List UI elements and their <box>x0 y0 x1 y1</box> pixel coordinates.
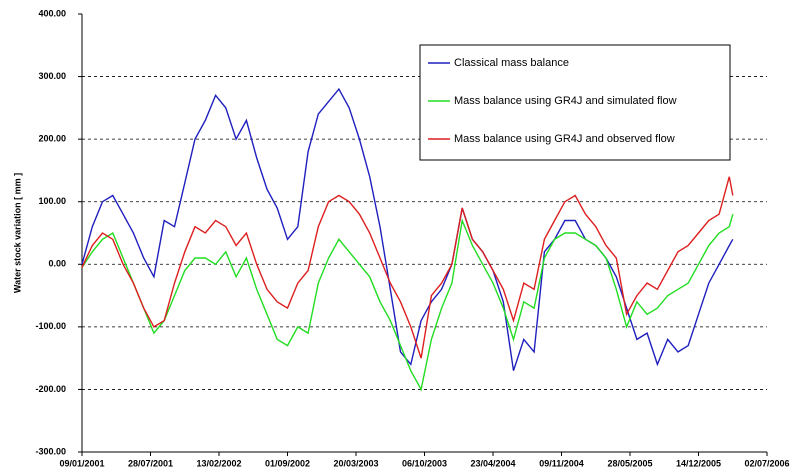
x-tick-label: 02/07/2006 <box>744 458 789 468</box>
legend-box <box>419 44 731 161</box>
x-tick-label: 01/09/2002 <box>265 458 310 468</box>
series-line <box>81 214 734 392</box>
legend-label: Classical mass balance <box>454 57 569 69</box>
y-tick-label: 0.00 <box>48 259 66 269</box>
x-tick-label: 13/02/2002 <box>196 458 241 468</box>
legend-label: Mass balance using GR4J and observed flo… <box>454 133 675 145</box>
x-tick-label: 06/10/2003 <box>402 458 447 468</box>
y-tick-label: 300.00 <box>38 71 66 81</box>
y-tick-label: 400.00 <box>38 8 66 18</box>
x-tick-label: 28/05/2005 <box>607 458 652 468</box>
x-tick-label: 23/04/2004 <box>470 458 515 468</box>
x-tick-label: 28/07/2001 <box>128 458 173 468</box>
y-axis-label: Water stock variation [ mm ] <box>12 173 22 293</box>
x-tick-label: 20/03/2003 <box>333 458 378 468</box>
y-tick-label: 200.00 <box>38 134 66 144</box>
x-tick-label: 14/12/2005 <box>676 458 721 468</box>
y-tick-label: -200.00 <box>35 384 66 394</box>
y-tick-label: -100.00 <box>35 321 66 331</box>
legend-label: Mass balance using GR4J and simulated fl… <box>454 95 677 107</box>
series-line <box>81 176 734 359</box>
x-tick-label: 09/01/2001 <box>59 458 104 468</box>
y-tick-label: 100.00 <box>38 196 66 206</box>
x-tick-label: 09/11/2004 <box>539 458 584 468</box>
y-tick-label: -300.00 <box>35 446 66 456</box>
